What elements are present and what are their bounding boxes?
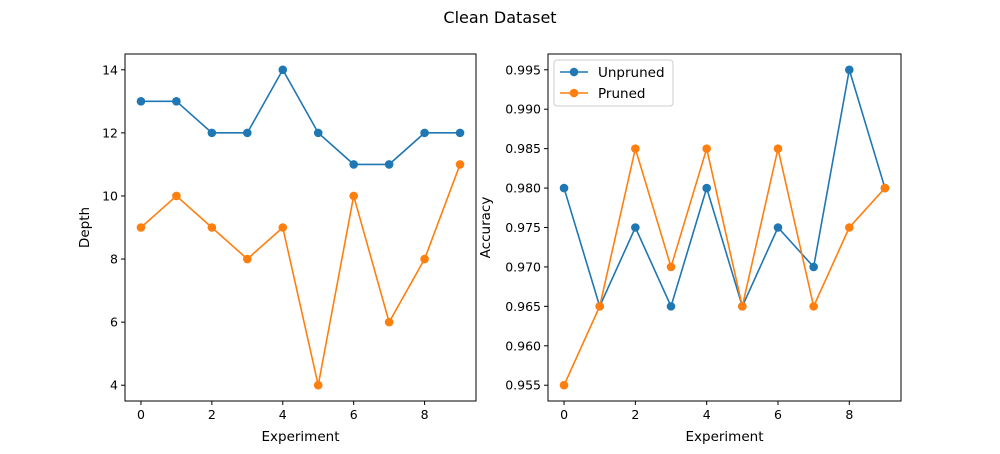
- pruned-series-line: [140, 164, 461, 386]
- plot-panel-1: 0 2 4 6 8 4 6 8 10 12 14 Experiment Depth: [77, 53, 477, 445]
- y-tick-label: 0.995: [505, 62, 541, 77]
- y-tick-label: 0.955: [505, 378, 541, 393]
- unpruned-data-point: [666, 302, 676, 311]
- y-tick-label: 0.970: [505, 259, 541, 274]
- unpruned-data-point: [207, 128, 217, 138]
- unpruned-data-point: [278, 65, 288, 75]
- unpruned-data-point: [384, 160, 394, 169]
- pruned-data-point: [136, 223, 146, 232]
- pruned-data-point: [243, 254, 252, 264]
- unpruned-data-point: [844, 65, 854, 75]
- pruned-data-point: [420, 254, 429, 264]
- y-axis-label: Accuracy: [478, 197, 494, 259]
- pruned-data-point: [313, 380, 323, 390]
- unpruned-data-point: [773, 223, 783, 232]
- x-tick-label: 0: [137, 407, 145, 422]
- y-tick-label: 14: [102, 62, 118, 77]
- pruned-data-point: [278, 223, 288, 232]
- y-axis-label: Depth: [77, 207, 93, 248]
- y-tick-label: 0.990: [505, 102, 541, 117]
- x-tick-label: 2: [631, 407, 639, 422]
- pruned-data-point: [349, 191, 358, 201]
- x-tick-label: 4: [279, 407, 287, 422]
- y-tick-label: 0.965: [505, 299, 541, 314]
- legend-pruned-marker: [569, 88, 579, 98]
- pruned-data-point: [738, 302, 747, 311]
- y-tick-label: 0.960: [505, 338, 541, 353]
- unpruned-data-point: [172, 97, 181, 106]
- unpruned-data-point: [631, 223, 640, 232]
- x-axis-label: Experiment: [685, 429, 763, 445]
- x-tick-label: 6: [774, 407, 782, 422]
- unpruned-data-point: [702, 183, 711, 193]
- pruned-data-point: [880, 183, 890, 193]
- plot-panel-2: 0 2 4 6 8 0.955 0.960 0.965 0.970 0.975 0.980 0.985…: [478, 53, 902, 445]
- legend: Unpruned Pruned: [553, 59, 674, 107]
- unpruned-data-point: [420, 128, 429, 138]
- legend-unpruned-label: Unpruned: [598, 65, 665, 81]
- unpruned-data-point: [313, 128, 323, 138]
- pruned-data-point: [666, 262, 676, 272]
- pruned-data-point: [844, 223, 854, 232]
- pruned-data-point: [595, 302, 605, 311]
- y-tick-label: 12: [102, 125, 118, 140]
- axes-frame: [124, 53, 477, 402]
- y-tick-label: 10: [102, 188, 118, 203]
- pruned-data-point: [809, 302, 818, 311]
- x-tick-label: 4: [703, 407, 711, 422]
- y-tick-label: 4: [110, 378, 118, 393]
- pruned-data-point: [631, 144, 640, 153]
- unpruned-series-line: [563, 69, 886, 309]
- x-tick-label: 8: [421, 407, 429, 422]
- y-tick-label: 0.985: [505, 141, 541, 156]
- pruned-data-point: [559, 380, 569, 390]
- x-tick-label: 0: [560, 407, 568, 422]
- y-tick-label: 6: [110, 315, 118, 330]
- pruned-data-point: [172, 191, 181, 201]
- unpruned-data-point: [349, 160, 358, 169]
- figure-title: Clean Dataset: [443, 8, 556, 27]
- x-tick-label: 6: [350, 407, 358, 422]
- pruned-data-point: [207, 223, 217, 232]
- unpruned-data-point: [809, 262, 818, 272]
- x-tick-label: 8: [845, 407, 853, 422]
- pruned-series-line: [563, 145, 886, 386]
- x-axis-label: Experiment: [261, 429, 339, 445]
- unpruned-data-point: [136, 97, 146, 106]
- unpruned-data-point: [559, 183, 569, 193]
- pruned-data-point: [702, 144, 711, 153]
- pruned-data-point: [384, 317, 394, 327]
- pruned-data-point: [455, 160, 465, 169]
- unpruned-data-point: [455, 128, 465, 138]
- legend-pruned-label: Pruned: [598, 86, 645, 102]
- unpruned-data-point: [243, 128, 252, 138]
- unpruned-series-line: [140, 68, 461, 166]
- y-tick-label: 0.975: [505, 220, 541, 235]
- pruned-data-point: [773, 144, 783, 153]
- x-tick-label: 2: [208, 407, 216, 422]
- y-tick-label: 8: [110, 252, 118, 267]
- y-tick-label: 0.980: [505, 181, 541, 196]
- legend-unpruned-marker: [569, 67, 579, 77]
